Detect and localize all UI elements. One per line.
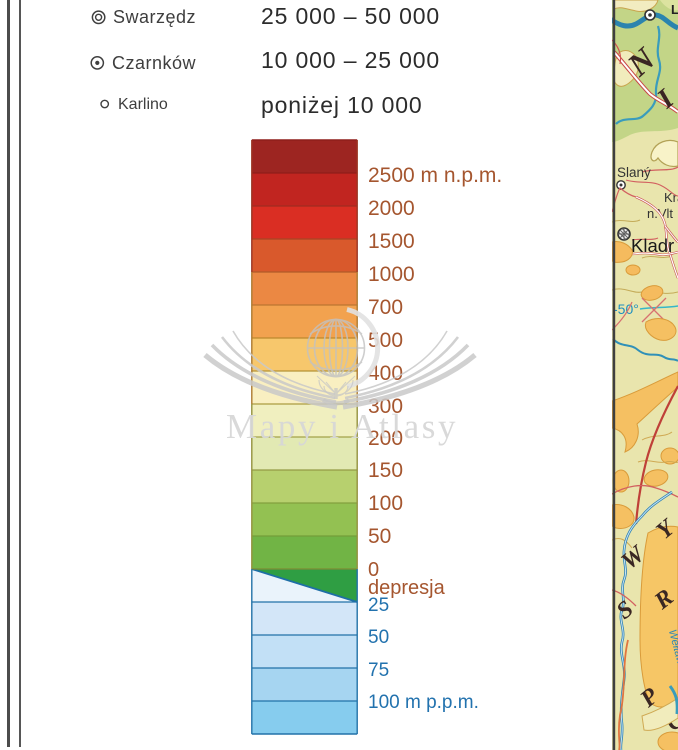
- svg-text:Slaný: Slaný: [617, 165, 651, 180]
- svg-text:Kra: Kra: [664, 190, 678, 205]
- svg-text:-50°: -50°: [613, 301, 639, 317]
- svg-text:Kladr: Kladr: [631, 235, 674, 256]
- svg-text:Lí: Lí: [671, 2, 678, 17]
